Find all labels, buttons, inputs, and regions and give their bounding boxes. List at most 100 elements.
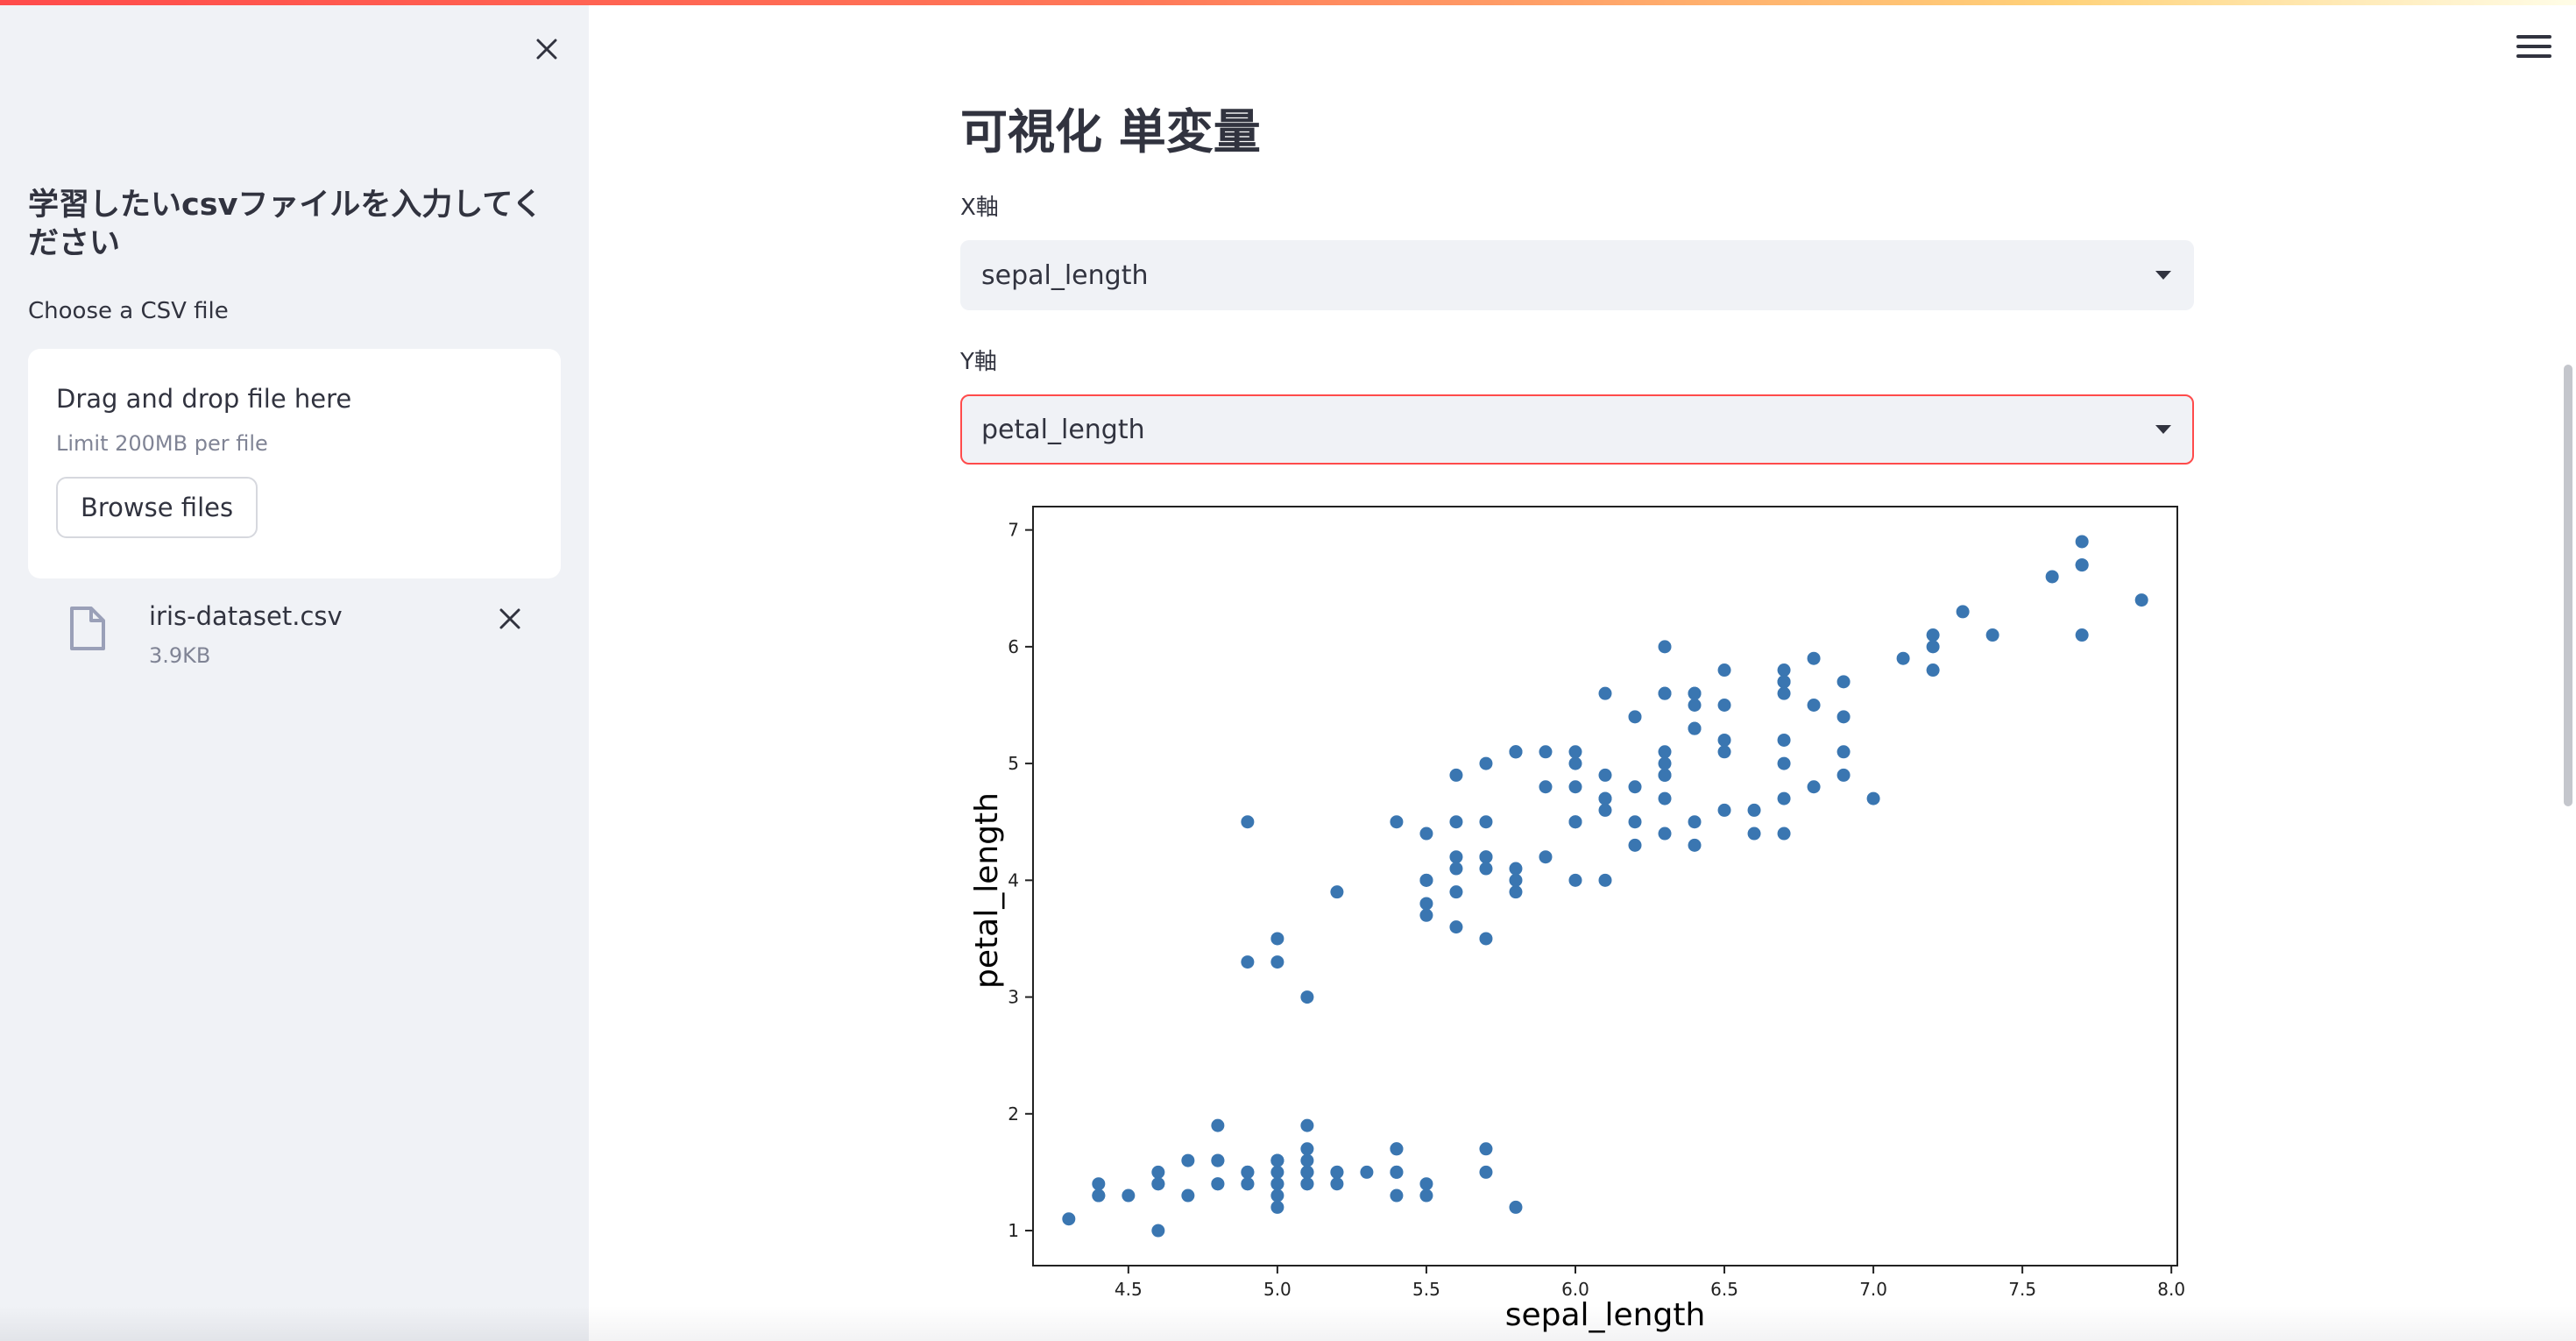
remove-file-button[interactable] [491,600,529,638]
scatter-point [1270,1177,1284,1191]
scatter-point [1896,651,1910,665]
main-menu-button[interactable] [2516,32,2551,61]
scatter-point [1062,1212,1076,1226]
scatter-point [1509,873,1523,887]
hamburger-menu-icon [2516,54,2551,58]
scatter-point [1390,1165,1404,1179]
x-tick-label: 8.0 [2157,1279,2185,1300]
scatter-point [2075,628,2089,642]
hamburger-menu-icon [2516,45,2551,48]
scatter-point [1628,838,1642,852]
scatter-point [1151,1177,1165,1191]
scatter-point [1717,733,1731,747]
scatter-point [1449,920,1463,934]
scatter-point [1777,733,1791,747]
x-axis-select-value: sepal_length [981,259,1149,291]
browse-files-button[interactable]: Browse files [56,477,258,538]
scatter-point [1658,827,1672,841]
x-tick-label: 7.5 [2008,1279,2036,1300]
scatter-point [1628,780,1642,794]
scatter-point [1390,815,1404,829]
y-tick-label: 5 [1008,753,1019,774]
scatter-point [1985,628,1999,642]
scatter-point [1300,1165,1314,1179]
scatter-point [1241,815,1255,829]
sidebar-close-button[interactable] [529,32,564,67]
scatter-point [1151,1224,1165,1238]
scatter-point [1419,827,1433,841]
scatter-point [1807,780,1821,794]
scatter-point [1628,815,1642,829]
scatter-point [1419,897,1433,911]
scatter-point [1360,1165,1374,1179]
scatter-point [1241,1177,1255,1191]
uploaded-file-name: iris-dataset.csv [149,601,343,631]
scatter-point [1658,745,1672,759]
sidebar-bottom-fade [0,1306,589,1341]
scatter-point [1300,1153,1314,1167]
scatter-point [1836,745,1851,759]
scatter-point [1419,908,1433,922]
scatter-point [1926,628,1940,642]
scatter-point [1390,1142,1404,1156]
scatter-point [1926,663,1940,678]
main-bottom-fade [589,1306,2576,1341]
scatter-point [1241,955,1255,969]
scatter-point [1777,686,1791,700]
main-scrollbar[interactable] [2564,365,2572,806]
uploader-label: Choose a CSV file [28,298,229,324]
scatter-point [1122,1188,1136,1203]
scatter-point [1449,850,1463,864]
scatter-point [1598,803,1612,817]
uploaded-file-row: iris-dataset.csv 3.9KB [61,596,534,684]
scatter-point [1509,885,1523,899]
scatter-point [1211,1177,1225,1191]
x-tick-label: 4.5 [1115,1279,1143,1300]
scatter-point [1479,932,1493,946]
scatter-point [1717,698,1731,712]
scatter-point [1300,1142,1314,1156]
scatter-point [1747,803,1761,817]
scatter-point [1270,1165,1284,1179]
file-dropzone[interactable]: Drag and drop file here Limit 200MB per … [28,349,561,578]
scatter-point [1539,850,1553,864]
scatter-point [2045,570,2059,584]
scatter-point [1479,756,1493,770]
scatter-point [1568,745,1582,759]
scatter-point [1270,1153,1284,1167]
file-icon [70,607,105,650]
scatter-point [1419,1188,1433,1203]
page-title: 可視化 単変量 [960,104,1261,160]
x-tick-label: 6.0 [1561,1279,1589,1300]
scatter-point [1658,791,1672,805]
scatter-point [1330,1177,1344,1191]
scatter-point [1777,675,1791,689]
scatter-point [1598,873,1612,887]
scatter-point [1717,745,1731,759]
scatter-point [1330,885,1344,899]
y-axis-select[interactable]: petal_length [960,394,2194,465]
scatter-point [1688,698,1702,712]
scatter-point [1628,710,1642,724]
scatter-point [1568,815,1582,829]
x-axis-select[interactable]: sepal_length [960,240,2194,310]
scatter-point [2075,535,2089,549]
hamburger-menu-icon [2516,35,2551,39]
x-tick-label: 6.5 [1710,1279,1738,1300]
x-tick-label: 5.0 [1263,1279,1292,1300]
scatter-point [2075,558,2089,572]
scatter-point [1479,1142,1493,1156]
dropzone-limit: Limit 200MB per file [56,431,268,456]
scatter-point [1300,1177,1314,1191]
scatter-point [1449,815,1463,829]
scatter-point [1747,827,1761,841]
scatter-point [1777,756,1791,770]
scatter-point [1509,745,1523,759]
y-axis-select-value: petal_length [981,414,1145,445]
y-axis-label: Y軸 [960,349,997,375]
scatter-point [1479,1165,1493,1179]
scatter-point [1658,756,1672,770]
uploaded-file-size: 3.9KB [149,643,211,668]
scatter-point [1658,768,1672,782]
scatter-point [1777,791,1791,805]
